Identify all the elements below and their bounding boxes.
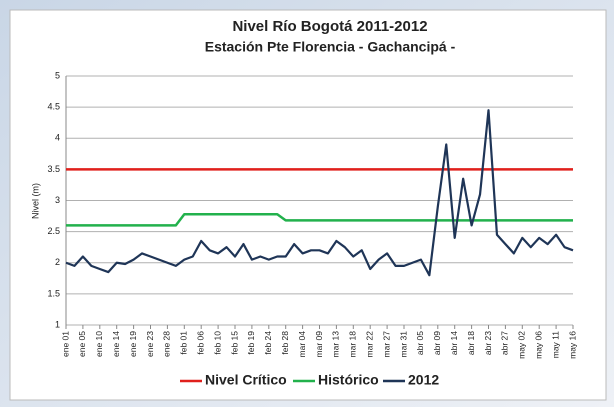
y-axis-label: Nivel (m) — [30, 183, 40, 219]
x-tick-label: ene 28 — [162, 331, 172, 357]
y-tick-label: 3 — [55, 195, 60, 205]
x-tick-label: mar 09 — [314, 331, 324, 358]
x-tick-label: feb 24 — [263, 331, 273, 355]
x-tick-label: mar 13 — [331, 331, 341, 358]
legend-label: 2012 — [408, 372, 439, 388]
x-tick-label: abr 18 — [466, 331, 476, 355]
x-tick-label: ene 23 — [145, 331, 155, 357]
legend-label: Nivel Crítico — [205, 372, 287, 388]
y-tick-label: 5 — [55, 70, 60, 80]
chart-title: Nivel Río Bogotá 2011-2012 — [232, 18, 427, 35]
x-tick-label: abr 09 — [432, 331, 442, 355]
x-tick-label: ene 05 — [77, 331, 87, 357]
x-tick-label: feb 19 — [246, 331, 256, 355]
x-tick-label: mar 18 — [348, 331, 358, 358]
x-tick-label: ene 14 — [111, 331, 121, 357]
x-tick-label: abr 27 — [500, 331, 510, 355]
y-tick-label: 1 — [55, 319, 60, 329]
x-tick-label: may 11 — [550, 331, 560, 359]
x-tick-label: feb 01 — [179, 331, 189, 355]
x-tick-label: abr 23 — [483, 331, 493, 355]
x-tick-label: feb 28 — [280, 331, 290, 355]
chart-area — [9, 9, 607, 401]
x-tick-label: abr 05 — [415, 331, 425, 355]
y-tick-label: 2.5 — [47, 226, 60, 236]
x-tick-label: may 02 — [517, 331, 527, 359]
series-line — [65, 109, 574, 277]
x-tick-label: may 06 — [533, 331, 543, 359]
legend-label: Histórico — [318, 372, 379, 388]
y-tick-label: 2 — [55, 257, 60, 267]
x-tick-label: ene 10 — [94, 331, 104, 357]
y-tick-label: 4.5 — [47, 102, 60, 112]
y-tick-label: 4 — [55, 133, 60, 143]
chart-subtitle: Estación Pte Florencia - Gachancipá - — [205, 39, 456, 55]
x-tick-label: mar 22 — [364, 331, 374, 358]
x-tick-label: mar 31 — [398, 331, 408, 358]
x-tick-label: feb 15 — [229, 331, 239, 355]
x-tick-label: mar 04 — [297, 331, 307, 358]
x-tick-label: feb 06 — [195, 331, 205, 355]
x-tick-label: ene 19 — [128, 331, 138, 357]
y-tick-label: 3.5 — [47, 164, 60, 174]
x-tick-label: abr 14 — [449, 331, 459, 355]
x-tick-label: mar 27 — [381, 331, 391, 358]
series-line — [66, 212, 573, 227]
x-tick-label: may 16 — [567, 331, 577, 359]
y-tick-label: 1.5 — [47, 288, 60, 298]
x-tick-label: feb 10 — [212, 331, 222, 355]
x-tick-label: ene 01 — [60, 331, 70, 357]
